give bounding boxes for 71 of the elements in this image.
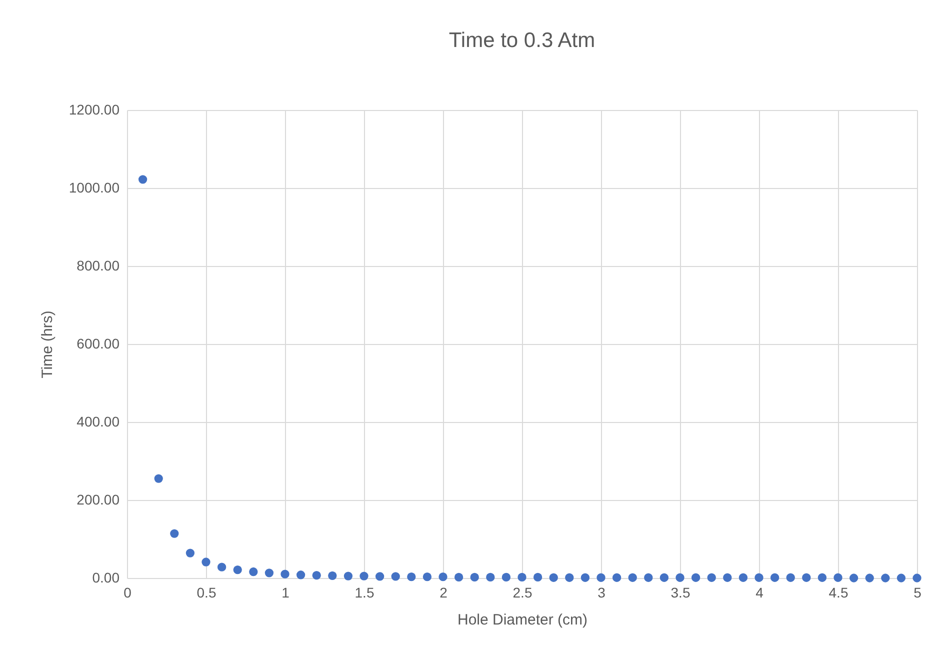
point (549, 573, 558, 582)
point (896, 574, 906, 582)
point (912, 574, 922, 582)
point (138, 175, 148, 184)
point (818, 573, 827, 582)
point (849, 574, 858, 582)
y-tick-label: 1200.00 (68, 102, 120, 118)
x-tick-label: 1.5 (354, 584, 374, 600)
x-tick-label: 3 (598, 584, 606, 600)
x-tick-label: 2 (440, 584, 448, 600)
point (660, 573, 669, 582)
point (770, 573, 780, 582)
x-tick-label: 1 (282, 584, 290, 600)
point (676, 573, 684, 582)
point (360, 572, 368, 580)
point (454, 572, 464, 582)
x-tick-label: 0 (124, 584, 132, 600)
point (407, 572, 416, 582)
x-tick-label: 3.5 (670, 584, 690, 600)
point (249, 567, 258, 576)
point (186, 548, 195, 558)
point (754, 573, 764, 582)
chart-title: Time to 0.3 Atm (448, 29, 596, 52)
point (422, 572, 432, 582)
point (707, 573, 716, 582)
point (470, 572, 479, 582)
x-tick-label: 2.5 (512, 584, 532, 600)
point (612, 573, 622, 582)
point (802, 573, 811, 582)
y-tick-label: 0.00 (92, 570, 120, 586)
x-tick-label: 5 (914, 584, 922, 600)
point (344, 572, 353, 580)
point (865, 574, 874, 582)
point (233, 565, 242, 574)
x-tick-label: 0.5 (196, 584, 216, 600)
point (154, 474, 163, 483)
point (391, 572, 400, 581)
x-tick-label: 4 (756, 584, 764, 600)
point (786, 573, 795, 582)
point (264, 568, 274, 578)
point (881, 574, 890, 582)
y-tick-label: 1000.00 (68, 180, 120, 196)
point (723, 573, 732, 582)
point (628, 573, 637, 582)
point (596, 573, 606, 582)
point (502, 572, 511, 582)
y-axis-title: Time (hrs) (38, 310, 56, 378)
point (691, 573, 700, 582)
point (296, 570, 306, 580)
point (580, 573, 590, 582)
y-tick-label: 600.00 (76, 336, 120, 352)
y-tick-label: 800.00 (76, 258, 120, 274)
x-tick-label: 4.5 (828, 584, 848, 600)
point (533, 572, 542, 582)
point (280, 570, 290, 578)
point (834, 573, 842, 582)
point (375, 572, 384, 581)
point (170, 529, 179, 538)
point (438, 572, 448, 582)
point (328, 571, 337, 580)
point (738, 573, 748, 582)
point (312, 570, 321, 580)
point (565, 573, 574, 582)
y-tick-label: 200.00 (76, 492, 120, 508)
x-axis-title: Hole Diameter (cm) (457, 612, 588, 628)
point (486, 572, 495, 582)
point (202, 558, 210, 566)
y-tick-label: 400.00 (76, 414, 120, 430)
point (644, 573, 653, 582)
point (518, 572, 526, 582)
point (217, 562, 226, 572)
